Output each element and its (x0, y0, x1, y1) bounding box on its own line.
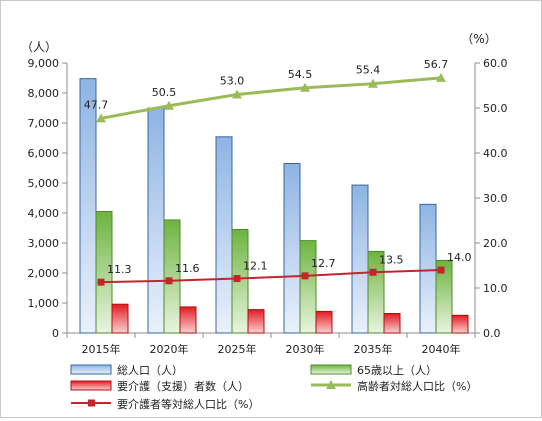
bar-2-3 (315, 310, 333, 334)
marker-triangle-3 (300, 82, 310, 92)
data-label-aging-2: 53.0 (220, 75, 245, 88)
bar-1-1 (163, 219, 181, 334)
legend-label-4: 要介護者等対総人口比（%） (117, 397, 259, 411)
legend: 総人口（人） 65歳以上（人） 要介護（支援）者数（人） 高齢者対総人口比（%） 要介護… (70, 363, 477, 411)
data-label-care-0: 11.3 (107, 263, 132, 276)
left-tick-label: 6,000 (28, 147, 60, 160)
left-tick-label: 3,000 (28, 237, 60, 250)
right-axis-unit: （%） (461, 32, 496, 46)
series-line-0 (100, 76, 442, 120)
axes: 0 1,000 2,000 3,000 4,000 5,000 6,000 7,000 8,00… (28, 57, 508, 356)
right-tick-label: 40.0 (483, 147, 508, 160)
x-tick-label: 2025年 (218, 342, 257, 356)
left-tick-label: 2,000 (28, 267, 60, 280)
bar-0-3 (283, 163, 301, 334)
left-tick-label: 7,000 (28, 117, 60, 130)
right-tick-label: 10.0 (483, 282, 508, 295)
lines: 47.7 50.5 53.0 54.5 55.4 56.7 11.3 11.6 12.1 12.7… (84, 58, 472, 286)
bar-1-3 (299, 240, 317, 334)
left-tick-label: 0 (52, 327, 59, 340)
legend-label-1: 65歳以上（人） (357, 364, 437, 377)
bar-2-2 (247, 309, 265, 334)
marker-triangle-4 (368, 78, 378, 88)
data-label-care-4: 13.5 (379, 253, 404, 266)
data-label-care-5: 14.0 (447, 251, 472, 264)
bars (79, 78, 469, 334)
right-tick-label: 50.0 (483, 102, 508, 115)
marker-square-3 (301, 272, 309, 280)
bar-1-5 (435, 259, 453, 334)
legend-label-3: 高齢者対総人口比（%） (357, 379, 477, 393)
data-label-aging-0: 47.7 (84, 98, 109, 111)
marker-triangle-2 (232, 89, 242, 99)
legend-label-0: 総人口（人） (117, 363, 183, 377)
x-tick-label: 2040年 (422, 342, 461, 356)
bar-2-1 (179, 306, 197, 334)
right-tick-label: 60.0 (483, 57, 508, 70)
left-axis-unit: （人） (21, 40, 57, 54)
bar-0-5 (419, 203, 437, 334)
left-tick-label: 4,000 (28, 207, 60, 220)
left-tick-label: 5,000 (28, 177, 60, 190)
marker-triangle-0 (96, 113, 106, 123)
bar-2-4 (383, 313, 401, 334)
left-tick-label: 1,000 (28, 297, 60, 310)
legend-swatch-1 (310, 364, 352, 375)
bar-0-2 (215, 136, 233, 334)
data-label-aging-5: 56.7 (424, 58, 449, 71)
marker-triangle-5 (436, 72, 446, 82)
x-tick-label: 2020年 (150, 342, 189, 356)
bar-0-1 (147, 107, 165, 334)
bar-0-0 (79, 78, 97, 334)
data-label-aging-4: 55.4 (356, 64, 381, 77)
data-label-care-1: 11.6 (175, 262, 200, 275)
marker-triangle-1 (164, 100, 174, 110)
right-tick-label: 20.0 (483, 237, 508, 250)
legend-swatch-0 (70, 364, 112, 375)
bar-2-0 (111, 303, 129, 334)
legend-swatch-2 (70, 380, 112, 391)
marker-square-4 (369, 268, 377, 276)
marker-square-1 (165, 277, 173, 285)
right-tick-label: 0.0 (483, 327, 501, 340)
data-label-care-2: 12.1 (243, 260, 268, 273)
x-tick-label: 2015年 (82, 342, 121, 356)
bar-1-0 (95, 211, 113, 334)
legend-label-2: 要介護（支援）者数（人） (117, 379, 249, 393)
x-tick-label: 2030年 (286, 342, 325, 356)
left-tick-label: 9,000 (28, 57, 60, 70)
marker-square-5 (437, 266, 445, 274)
legend-marker-3 (326, 380, 336, 389)
marker-square-0 (97, 278, 105, 286)
bar-2-5 (451, 314, 469, 334)
marker-square-2 (233, 275, 241, 283)
series-line-1 (100, 269, 442, 284)
left-tick-label: 8,000 (28, 87, 60, 100)
x-tick-label: 2035年 (354, 342, 393, 356)
right-tick-label: 30.0 (483, 192, 508, 205)
legend-marker-4 (88, 399, 95, 407)
data-label-aging-1: 50.5 (152, 86, 177, 99)
data-label-aging-3: 54.5 (288, 68, 313, 81)
bar-0-4 (351, 184, 369, 334)
data-label-care-3: 12.7 (311, 257, 336, 270)
